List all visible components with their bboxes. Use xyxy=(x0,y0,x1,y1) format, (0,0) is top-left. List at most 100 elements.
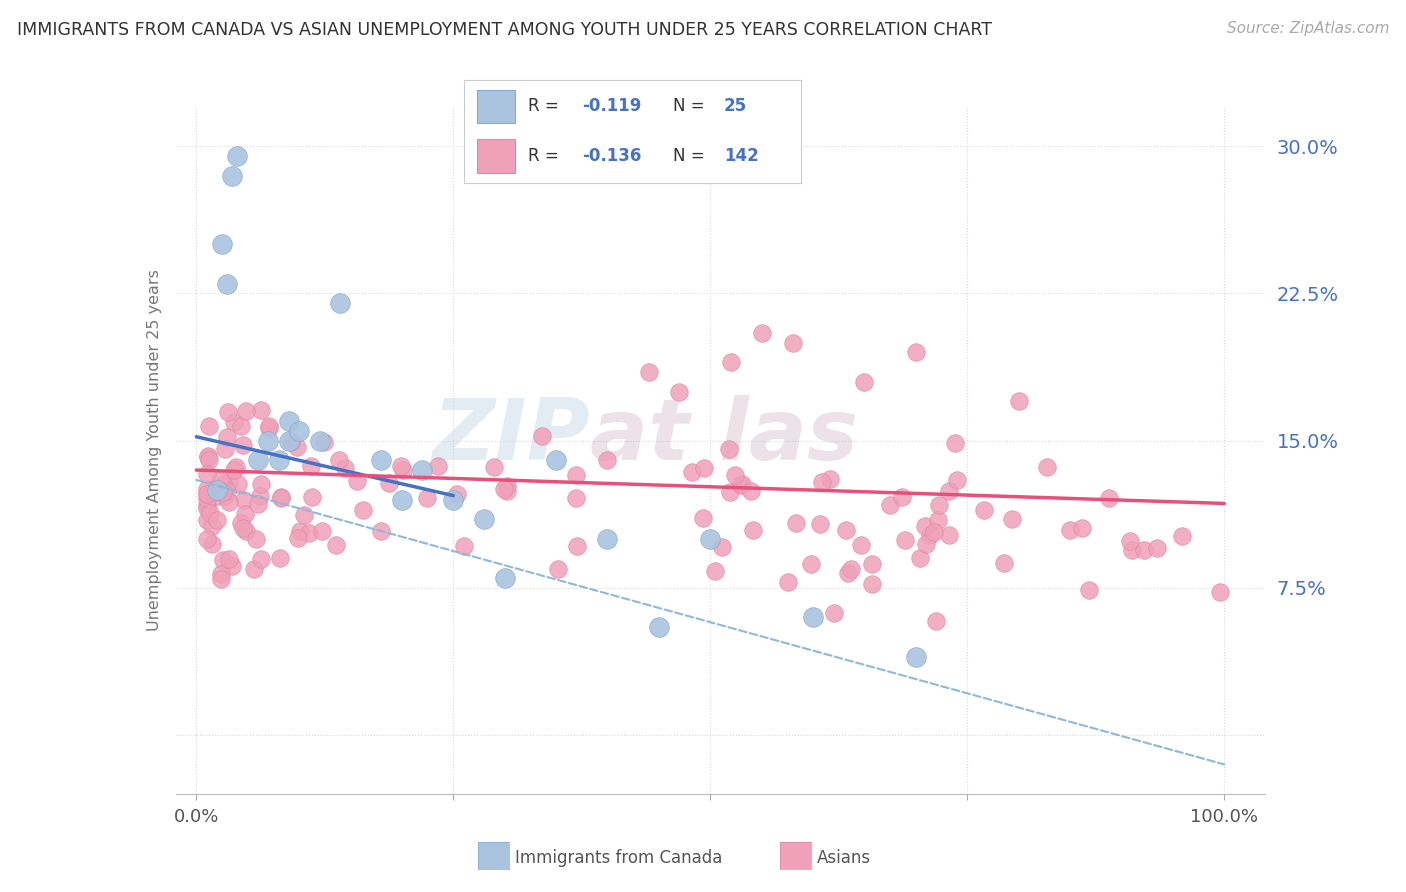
Point xyxy=(235,524,257,539)
Point xyxy=(710,540,733,554)
Point xyxy=(446,486,468,500)
Point xyxy=(378,476,401,491)
Point xyxy=(301,490,323,504)
Point xyxy=(195,498,218,512)
Point xyxy=(308,434,330,448)
Point xyxy=(751,326,773,340)
Point xyxy=(904,345,927,359)
Point xyxy=(441,492,464,507)
Point xyxy=(214,442,236,457)
Point xyxy=(1036,459,1059,474)
Point xyxy=(195,492,218,507)
Point xyxy=(195,487,218,501)
Point xyxy=(472,512,495,526)
Point xyxy=(231,516,253,530)
Text: at las: at las xyxy=(591,395,858,478)
Point xyxy=(492,482,515,496)
Point xyxy=(800,557,823,571)
Point xyxy=(1170,529,1192,543)
Point xyxy=(232,521,254,535)
Point xyxy=(246,453,269,467)
Point xyxy=(222,415,245,429)
Point xyxy=(218,551,240,566)
Point xyxy=(235,404,257,418)
Point xyxy=(1098,491,1121,506)
Point xyxy=(232,438,254,452)
Point xyxy=(277,414,299,428)
Point xyxy=(823,607,845,621)
Point xyxy=(810,475,832,489)
Point xyxy=(637,365,659,379)
Text: Immigrants from Canada: Immigrants from Canada xyxy=(515,849,721,867)
Point xyxy=(211,237,233,252)
Point xyxy=(703,565,725,579)
Point xyxy=(205,513,228,527)
Point xyxy=(699,532,721,546)
Point xyxy=(218,475,240,490)
Point xyxy=(370,453,392,467)
Point xyxy=(1119,533,1142,548)
Point xyxy=(249,552,271,566)
Point xyxy=(1121,542,1143,557)
Point xyxy=(841,562,863,576)
Point xyxy=(692,460,714,475)
Point xyxy=(416,491,439,505)
Point xyxy=(195,486,218,500)
Point xyxy=(938,527,960,541)
Point xyxy=(259,419,281,434)
Point xyxy=(209,567,232,582)
Point xyxy=(209,473,232,487)
Point xyxy=(860,558,883,572)
FancyBboxPatch shape xyxy=(478,89,515,123)
Point xyxy=(993,557,1015,571)
Text: R =: R = xyxy=(529,97,564,115)
Text: -0.136: -0.136 xyxy=(582,146,641,165)
Text: 142: 142 xyxy=(724,146,759,165)
Point xyxy=(495,479,517,493)
Text: N =: N = xyxy=(673,146,710,165)
Point xyxy=(218,495,240,509)
Point xyxy=(246,497,269,511)
FancyBboxPatch shape xyxy=(478,139,515,173)
Point xyxy=(287,531,309,545)
Point xyxy=(217,429,239,443)
Point xyxy=(228,476,250,491)
Point xyxy=(927,513,949,527)
Point xyxy=(918,528,941,542)
Point xyxy=(904,649,927,664)
Point xyxy=(782,335,804,350)
Point xyxy=(269,551,291,566)
Point xyxy=(346,474,368,488)
Text: N =: N = xyxy=(673,97,710,115)
Point xyxy=(914,518,936,533)
Point xyxy=(197,449,219,463)
Point xyxy=(668,384,690,399)
Point xyxy=(1209,584,1232,599)
Point xyxy=(547,562,569,576)
Point xyxy=(776,575,799,590)
Point xyxy=(853,375,876,389)
Point xyxy=(270,490,292,504)
Point xyxy=(718,442,741,456)
Point xyxy=(299,459,322,474)
Point xyxy=(391,492,413,507)
Text: Source: ZipAtlas.com: Source: ZipAtlas.com xyxy=(1226,21,1389,37)
Point xyxy=(370,524,392,538)
Point xyxy=(329,296,352,310)
Point xyxy=(453,539,475,553)
Point xyxy=(531,429,554,443)
Point xyxy=(925,614,948,628)
Point xyxy=(411,463,433,477)
Point xyxy=(1071,521,1094,535)
Point xyxy=(484,459,506,474)
Point xyxy=(837,566,859,580)
Point xyxy=(267,453,290,467)
Point xyxy=(894,533,917,548)
Point xyxy=(195,500,218,515)
Point xyxy=(392,463,415,477)
Text: Asians: Asians xyxy=(817,849,870,867)
Point xyxy=(233,493,256,508)
Point xyxy=(835,523,858,537)
Point xyxy=(890,491,912,505)
Point xyxy=(197,418,219,433)
